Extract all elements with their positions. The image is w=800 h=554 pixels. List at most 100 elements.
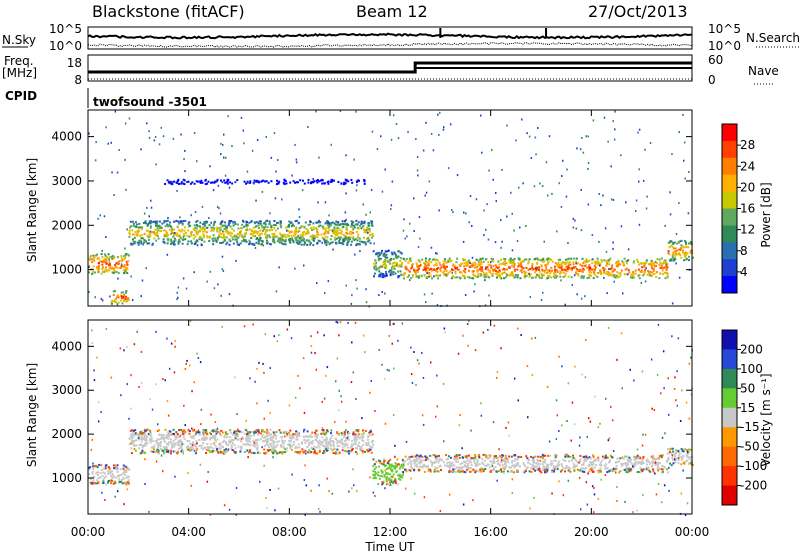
data-cell (356, 429, 359, 432)
data-cell (100, 297, 103, 300)
data-cell (316, 233, 319, 236)
data-cell (303, 230, 306, 233)
data-cell (465, 212, 467, 215)
data-cell (508, 466, 511, 469)
data-cell (149, 431, 152, 434)
data-cell (339, 228, 342, 231)
data-cell (377, 474, 380, 477)
data-cell (298, 230, 301, 232)
data-cell (410, 460, 413, 463)
data-cell (256, 231, 259, 233)
data-cell (283, 446, 286, 449)
data-cell (476, 258, 479, 261)
data-cell (99, 260, 102, 263)
data-cell (123, 293, 126, 296)
data-cell (437, 460, 440, 463)
data-cell (484, 468, 487, 470)
data-cell (680, 448, 683, 450)
data-cell (575, 262, 577, 265)
data-cell (307, 181, 310, 184)
data-cell (134, 429, 137, 432)
data-cell (532, 465, 535, 468)
data-cell (678, 248, 681, 251)
data-cell (164, 446, 167, 449)
data-cell (632, 270, 635, 273)
data-cell (650, 266, 653, 268)
data-cell (390, 266, 393, 269)
data-cell (484, 454, 487, 457)
data-cell (579, 263, 582, 266)
data-cell (218, 227, 221, 230)
data-cell (478, 264, 481, 267)
data-cell (216, 236, 219, 239)
data-cell (466, 459, 469, 462)
data-cell (400, 261, 403, 264)
data-cell (540, 259, 543, 262)
data-cell (649, 273, 651, 276)
data-cell (516, 240, 519, 242)
data-cell (296, 430, 299, 433)
data-cell (400, 474, 403, 477)
data-cell (213, 221, 216, 224)
data-cell (311, 238, 314, 241)
data-cell (670, 447, 673, 450)
data-cell (249, 449, 252, 452)
data-cell (628, 460, 631, 463)
data-cell (353, 239, 356, 242)
data-cell (502, 459, 505, 462)
data-cell (534, 267, 537, 270)
data-cell (510, 272, 513, 275)
data-cell (390, 468, 393, 471)
data-cell (195, 452, 197, 455)
data-cell (170, 450, 173, 453)
data-cell (672, 462, 675, 465)
data-cell (645, 463, 648, 466)
data-cell (561, 265, 564, 268)
data-cell (350, 224, 353, 226)
data-cell (226, 433, 229, 435)
data-cell (416, 270, 419, 273)
data-cell (435, 264, 438, 266)
data-cell (417, 268, 420, 270)
data-cell (254, 247, 257, 249)
data-cell (384, 267, 387, 269)
data-cell (199, 226, 202, 229)
data-cell (272, 238, 275, 241)
data-cell (664, 277, 667, 280)
data-cell (557, 464, 560, 467)
data-cell (92, 265, 95, 268)
data-cell (621, 260, 624, 263)
data-cell (556, 265, 559, 268)
data-cell (369, 234, 372, 236)
data-cell (661, 471, 664, 474)
data-cell (258, 220, 261, 223)
data-cell (481, 468, 484, 471)
data-cell (165, 233, 168, 236)
data-cell (240, 447, 242, 450)
data-cell (285, 431, 288, 434)
data-cell (300, 236, 302, 239)
data-cell (184, 431, 187, 434)
data-cell (676, 249, 679, 252)
data-cell (336, 445, 339, 448)
data-cell (264, 435, 266, 438)
data-cell (389, 473, 392, 476)
data-cell (491, 260, 494, 263)
data-cell (103, 215, 106, 218)
data-cell (198, 238, 201, 241)
data-cell (356, 235, 359, 238)
data-cell (396, 256, 399, 259)
data-cell (300, 441, 303, 444)
data-cell (437, 274, 440, 277)
data-cell (581, 257, 584, 260)
data-cell (599, 271, 602, 274)
data-cell (531, 458, 534, 461)
data-cell (324, 292, 326, 295)
data-cell (625, 466, 628, 469)
data-cell (553, 265, 556, 268)
data-cell (433, 275, 435, 278)
data-cell (176, 298, 178, 301)
data-cell (502, 466, 505, 469)
data-cell (249, 180, 252, 183)
data-cell (221, 181, 224, 184)
